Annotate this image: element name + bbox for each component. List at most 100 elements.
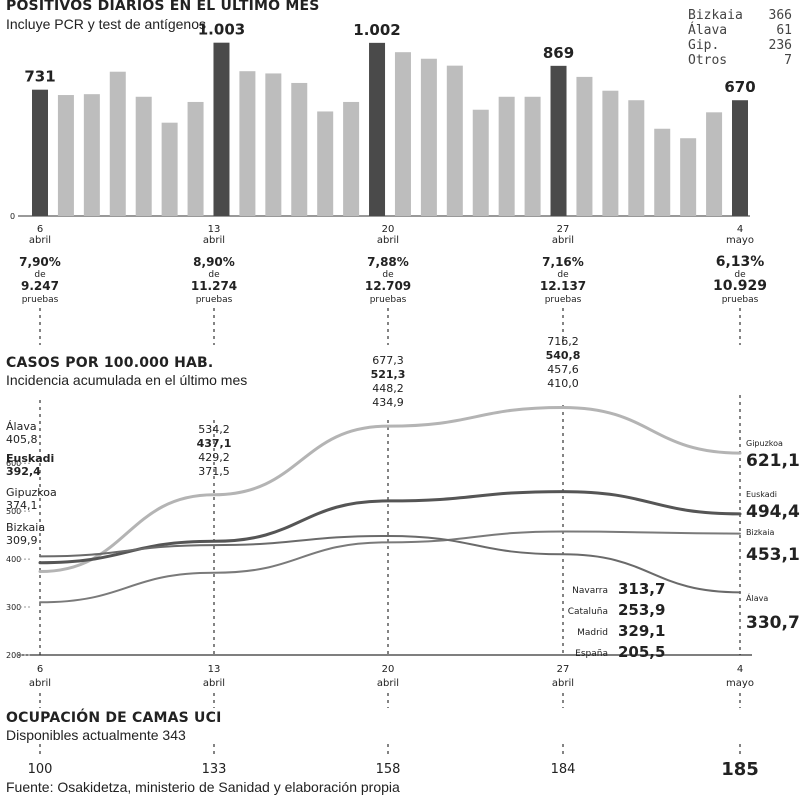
x-tick-label: 4 — [737, 664, 743, 675]
uci-value: 184 — [551, 762, 576, 777]
series-label-left: Euskadi — [6, 452, 54, 465]
bar — [135, 96, 152, 216]
x-tick-label: 6 — [37, 664, 43, 675]
series-line — [38, 490, 742, 565]
bar — [265, 73, 282, 216]
annotation-13: 371,5 — [198, 465, 230, 478]
bar — [239, 71, 256, 216]
series-line — [39, 530, 741, 604]
bar — [550, 65, 567, 217]
x-tick-label: 6 — [37, 224, 43, 235]
x-tick-label: 20 — [382, 664, 395, 675]
region-name: Navarra — [572, 586, 608, 596]
region-name: Madrid — [577, 628, 608, 638]
x-tick-label: abril — [552, 678, 574, 689]
positivity-tests: 10.929 — [713, 278, 767, 294]
series-label-left: Gipuzkoa — [6, 486, 57, 499]
series-label-right: Álava — [746, 592, 768, 603]
positivity-pct: 7,88% — [367, 255, 409, 269]
breakdown-name: Otros — [688, 53, 728, 68]
positivity-de: de — [734, 270, 746, 280]
y-tick-label: 400 — [6, 555, 21, 564]
annotation-20: 677,3 — [372, 354, 404, 367]
series-line — [39, 534, 741, 594]
y-tick-label: 500 — [6, 507, 21, 516]
x-tick-label: 27 — [557, 664, 570, 675]
series-label-right: Euskadi — [746, 490, 777, 499]
breakdown-row: Álava 61 — [688, 23, 792, 38]
series-value-left: 392,4 — [6, 465, 41, 478]
region-value: 205,5 — [618, 643, 665, 661]
series-value-left: 405,8 — [6, 433, 38, 446]
breakdown-value: 7 — [784, 53, 792, 68]
x-tick-label: 4 — [737, 224, 743, 235]
positivity-de: de — [208, 270, 220, 280]
breakdown-name: Gip. — [688, 38, 720, 53]
bar — [369, 42, 386, 216]
annotation-27: 716,2 — [547, 335, 579, 348]
x-tick-label: abril — [552, 235, 574, 246]
bar-data-label: 670 — [724, 78, 755, 96]
positivity-pct: 6,13% — [716, 254, 765, 270]
uci-value: 100 — [28, 762, 53, 777]
footer-source: Fuente: Osakidetza, ministerio de Sanida… — [6, 779, 400, 795]
region-name: Cataluña — [568, 607, 608, 617]
x-tick-label: 13 — [208, 224, 221, 235]
x-tick-label: mayo — [726, 678, 754, 689]
breakdown-value: 236 — [768, 38, 792, 53]
breakdown-value: 366 — [768, 8, 792, 23]
breakdown-row: Bizkaia 366 — [688, 8, 792, 23]
bar — [109, 71, 126, 216]
annotation-13: 429,2 — [198, 451, 230, 464]
series-label-left: Bizkaia — [6, 521, 45, 534]
y-tick-label: 0 — [10, 212, 15, 221]
positivity-pct: 7,90% — [19, 255, 61, 269]
y-tick-label: 300 — [6, 603, 21, 612]
uci-value: 158 — [376, 762, 401, 777]
bar-data-label: 1.003 — [198, 21, 245, 39]
bar — [472, 109, 489, 216]
x-tick-label: 13 — [208, 664, 221, 675]
bar — [343, 101, 360, 216]
annotation-20: 448,2 — [372, 382, 404, 395]
series-label-right: Bizkaia — [746, 528, 775, 537]
bar — [161, 122, 178, 216]
breakdown-value: 61 — [776, 23, 792, 38]
bar — [524, 96, 541, 216]
series-line — [38, 405, 742, 574]
bar — [317, 111, 334, 216]
breakdown-box: Bizkaia 366 Álava 61 Gip. 236 Otros 7 — [688, 8, 792, 68]
bar — [187, 101, 204, 216]
uci-subtitle: Disponibles actualmente 343 — [6, 727, 186, 743]
bar — [680, 138, 697, 216]
annotation-13: 437,1 — [197, 437, 232, 450]
positivity-de: de — [34, 270, 46, 280]
series-value-left: 309,9 — [6, 534, 38, 547]
bar — [213, 42, 230, 217]
bar — [57, 95, 74, 216]
breakdown-row: Gip. 236 — [688, 38, 792, 53]
line-chart-subtitle: Incidencia acumulada en el último mes — [6, 372, 248, 388]
positivity-tests: 11.274 — [191, 279, 237, 293]
positivity-word: pruebas — [722, 295, 759, 305]
positivity-tests: 12.137 — [540, 279, 586, 293]
bar — [628, 100, 645, 216]
y-tick-label: 600 — [6, 459, 21, 468]
positivity-word: pruebas — [196, 295, 233, 305]
bar — [654, 128, 671, 216]
annotation-27: 410,0 — [547, 377, 579, 390]
bar-data-label: 731 — [24, 68, 55, 86]
bar — [498, 96, 515, 216]
x-tick-label: mayo — [726, 235, 754, 246]
bar — [420, 58, 437, 216]
bar — [446, 65, 463, 216]
uci-value: 133 — [202, 762, 227, 777]
bar — [394, 52, 411, 216]
annotation-27: 540,8 — [546, 349, 581, 362]
x-tick-label: 20 — [382, 224, 395, 235]
x-tick-label: abril — [203, 678, 225, 689]
annotation-13: 534,2 — [198, 423, 230, 436]
breakdown-name: Álava — [688, 23, 728, 38]
region-value: 253,9 — [618, 601, 665, 619]
series-value-right: 621,1 — [746, 451, 800, 471]
